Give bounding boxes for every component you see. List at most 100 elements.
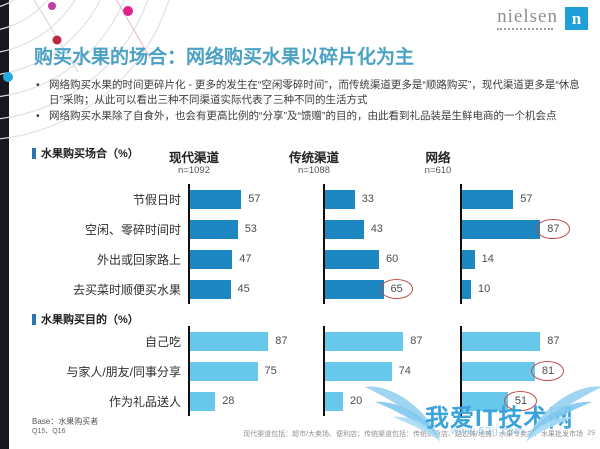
channel-footnote: 现代渠道包括：超市/大卖场、便利店；传统渠道包括：传统杂货店、路边摊/地摊、水果…: [243, 431, 583, 438]
page-number: 29: [587, 430, 595, 437]
chart-row: 外出或回家路上 47 60 14: [10, 244, 590, 274]
bar: [325, 279, 384, 299]
slide-title: 购买水果的场合：网络购买水果以碎片化为主: [34, 47, 415, 68]
bar-value: 53: [244, 223, 257, 235]
bar: [190, 249, 233, 269]
bar-cell: 87: [188, 326, 323, 356]
bar-value: 57: [248, 193, 261, 205]
bar: [325, 249, 379, 269]
nielsen-logo-mark-icon: n: [565, 7, 588, 30]
bar: [462, 361, 535, 381]
bar-value: 87: [275, 335, 288, 347]
bar: [462, 331, 541, 351]
column-header-online: 网络 n=610: [424, 151, 452, 176]
bar-cell: 10: [460, 274, 590, 304]
category-label: 与家人/朋友/同事分享: [66, 364, 181, 379]
bar-cell: 57: [188, 184, 323, 214]
bullet-glyph: •: [36, 110, 40, 122]
chart-row: 去买菜时顺便买水果 45 65 10: [10, 274, 590, 304]
bar-cell: 87: [460, 326, 590, 356]
base-note: Base：水果购买者 Q15、Q16: [32, 417, 98, 436]
bullet-list: • 网络购买水果的时间更碎片化 - 更多的发生在“空闲零碎时间”，而传统渠道更多…: [34, 78, 586, 125]
bar-value: 14: [481, 253, 494, 265]
bar-value: 43: [370, 223, 383, 235]
bar-value: 65: [379, 279, 414, 299]
category-label: 空闲、零碎时间时: [84, 222, 181, 237]
section-title-purpose: 水果购买目的（%）: [32, 311, 139, 327]
bar-cell: 87: [460, 214, 590, 244]
section-title-occasion: 水果购买场合（%）: [32, 145, 139, 161]
bar-value: 75: [264, 365, 277, 377]
bar: [462, 249, 475, 269]
bar-cell: 51: [460, 386, 590, 416]
category-label: 去买菜时顺便买水果: [72, 282, 181, 297]
bullet-text: 网络购买水果除了自食外，也会有更高比例的“分享”及“馈赠”的目的，由此看到礼品装…: [49, 110, 557, 122]
bar-cell: 74: [323, 356, 460, 386]
bar-cell: 87: [323, 326, 460, 356]
section-marker-icon: [32, 313, 36, 325]
bar: [190, 391, 216, 411]
base-note-line1: Base：水果购买者: [32, 417, 99, 426]
bar-value: 10: [478, 283, 491, 295]
chart-row: 空闲、零碎时间时 53 43 87: [10, 214, 590, 244]
bar: [325, 391, 343, 411]
bar-value: 51: [503, 391, 538, 411]
watermark: 我爱IT技术网 www.52ij.com: [363, 384, 600, 446]
bar-value: 33: [361, 193, 374, 205]
bar-cell: 81: [460, 356, 590, 386]
bullet-glyph: •: [36, 79, 40, 91]
bar-value: 81: [530, 361, 565, 381]
bar-value: 28: [222, 395, 235, 407]
slide-edge-bar: [0, 0, 9, 449]
bar-cell: 33: [323, 184, 460, 214]
watermark-url: www.52ij.com: [451, 426, 525, 437]
bar: [325, 189, 355, 209]
bullet-item: • 网络购买水果的时间更碎片化 - 更多的发生在“空闲零碎时间”，而传统渠道更多…: [34, 78, 586, 108]
bar-cell: 75: [188, 356, 323, 386]
bar: [190, 361, 258, 381]
bar: [462, 189, 514, 209]
bar-cell: 28: [188, 386, 323, 416]
orbit-decoration-icon: [0, 0, 170, 140]
category-label: 作为礼品送人: [108, 394, 181, 409]
bar: [325, 331, 404, 351]
bar-value: 74: [398, 365, 411, 377]
bullet-text: 网络购买水果的时间更碎片化 - 更多的发生在“空闲零碎时间”，而传统渠道更多是“…: [49, 79, 580, 106]
sample-size: n=1092: [178, 165, 210, 176]
bar: [190, 189, 242, 209]
base-note-line2: Q15、Q16: [32, 428, 66, 435]
chart-row: 自己吃 87 87 87: [10, 326, 590, 356]
bar-cell: 47: [188, 244, 323, 274]
bar-cell: 45: [188, 274, 323, 304]
bar-value: 87: [547, 335, 560, 347]
bullet-item: • 网络购买水果除了自食外，也会有更高比例的“分享”及“馈赠”的目的，由此看到礼…: [34, 109, 586, 124]
column-header-modern: 现代渠道 n=1092: [168, 151, 220, 176]
bar-cell: 60: [323, 244, 460, 274]
bar-cell: 57: [460, 184, 590, 214]
column-header-traditional: 传统渠道 n=1088: [288, 151, 340, 176]
bar-value: 87: [536, 219, 570, 239]
chart-purchase-occasion: 节假日时 57 33 57 空闲、零碎时间时 53 43 87 外出或回家路上: [10, 184, 590, 304]
category-label: 自己吃: [144, 334, 181, 349]
bar-value: 60: [386, 253, 399, 265]
bar: [462, 219, 541, 239]
bar-cell: 20: [323, 386, 460, 416]
bar-cell: 65: [323, 274, 460, 304]
wing-icon: [526, 386, 600, 442]
bar: [190, 219, 238, 239]
bar-cell: 14: [460, 244, 590, 274]
sample-size: n=1088: [298, 165, 330, 176]
bar-value: 45: [237, 283, 250, 295]
bar: [325, 361, 392, 381]
chart-row: 节假日时 57 33 57: [10, 184, 590, 214]
section-marker-icon: [32, 147, 36, 159]
nielsen-logo: nielsen n: [497, 7, 588, 30]
bar: [190, 331, 269, 351]
bar: [190, 279, 231, 299]
bar-cell: 43: [323, 214, 460, 244]
bar: [462, 279, 471, 299]
bar-value: 87: [410, 335, 423, 347]
bar-value: 57: [520, 193, 533, 205]
category-label: 外出或回家路上: [96, 252, 181, 267]
nielsen-wordmark: nielsen: [497, 6, 558, 27]
